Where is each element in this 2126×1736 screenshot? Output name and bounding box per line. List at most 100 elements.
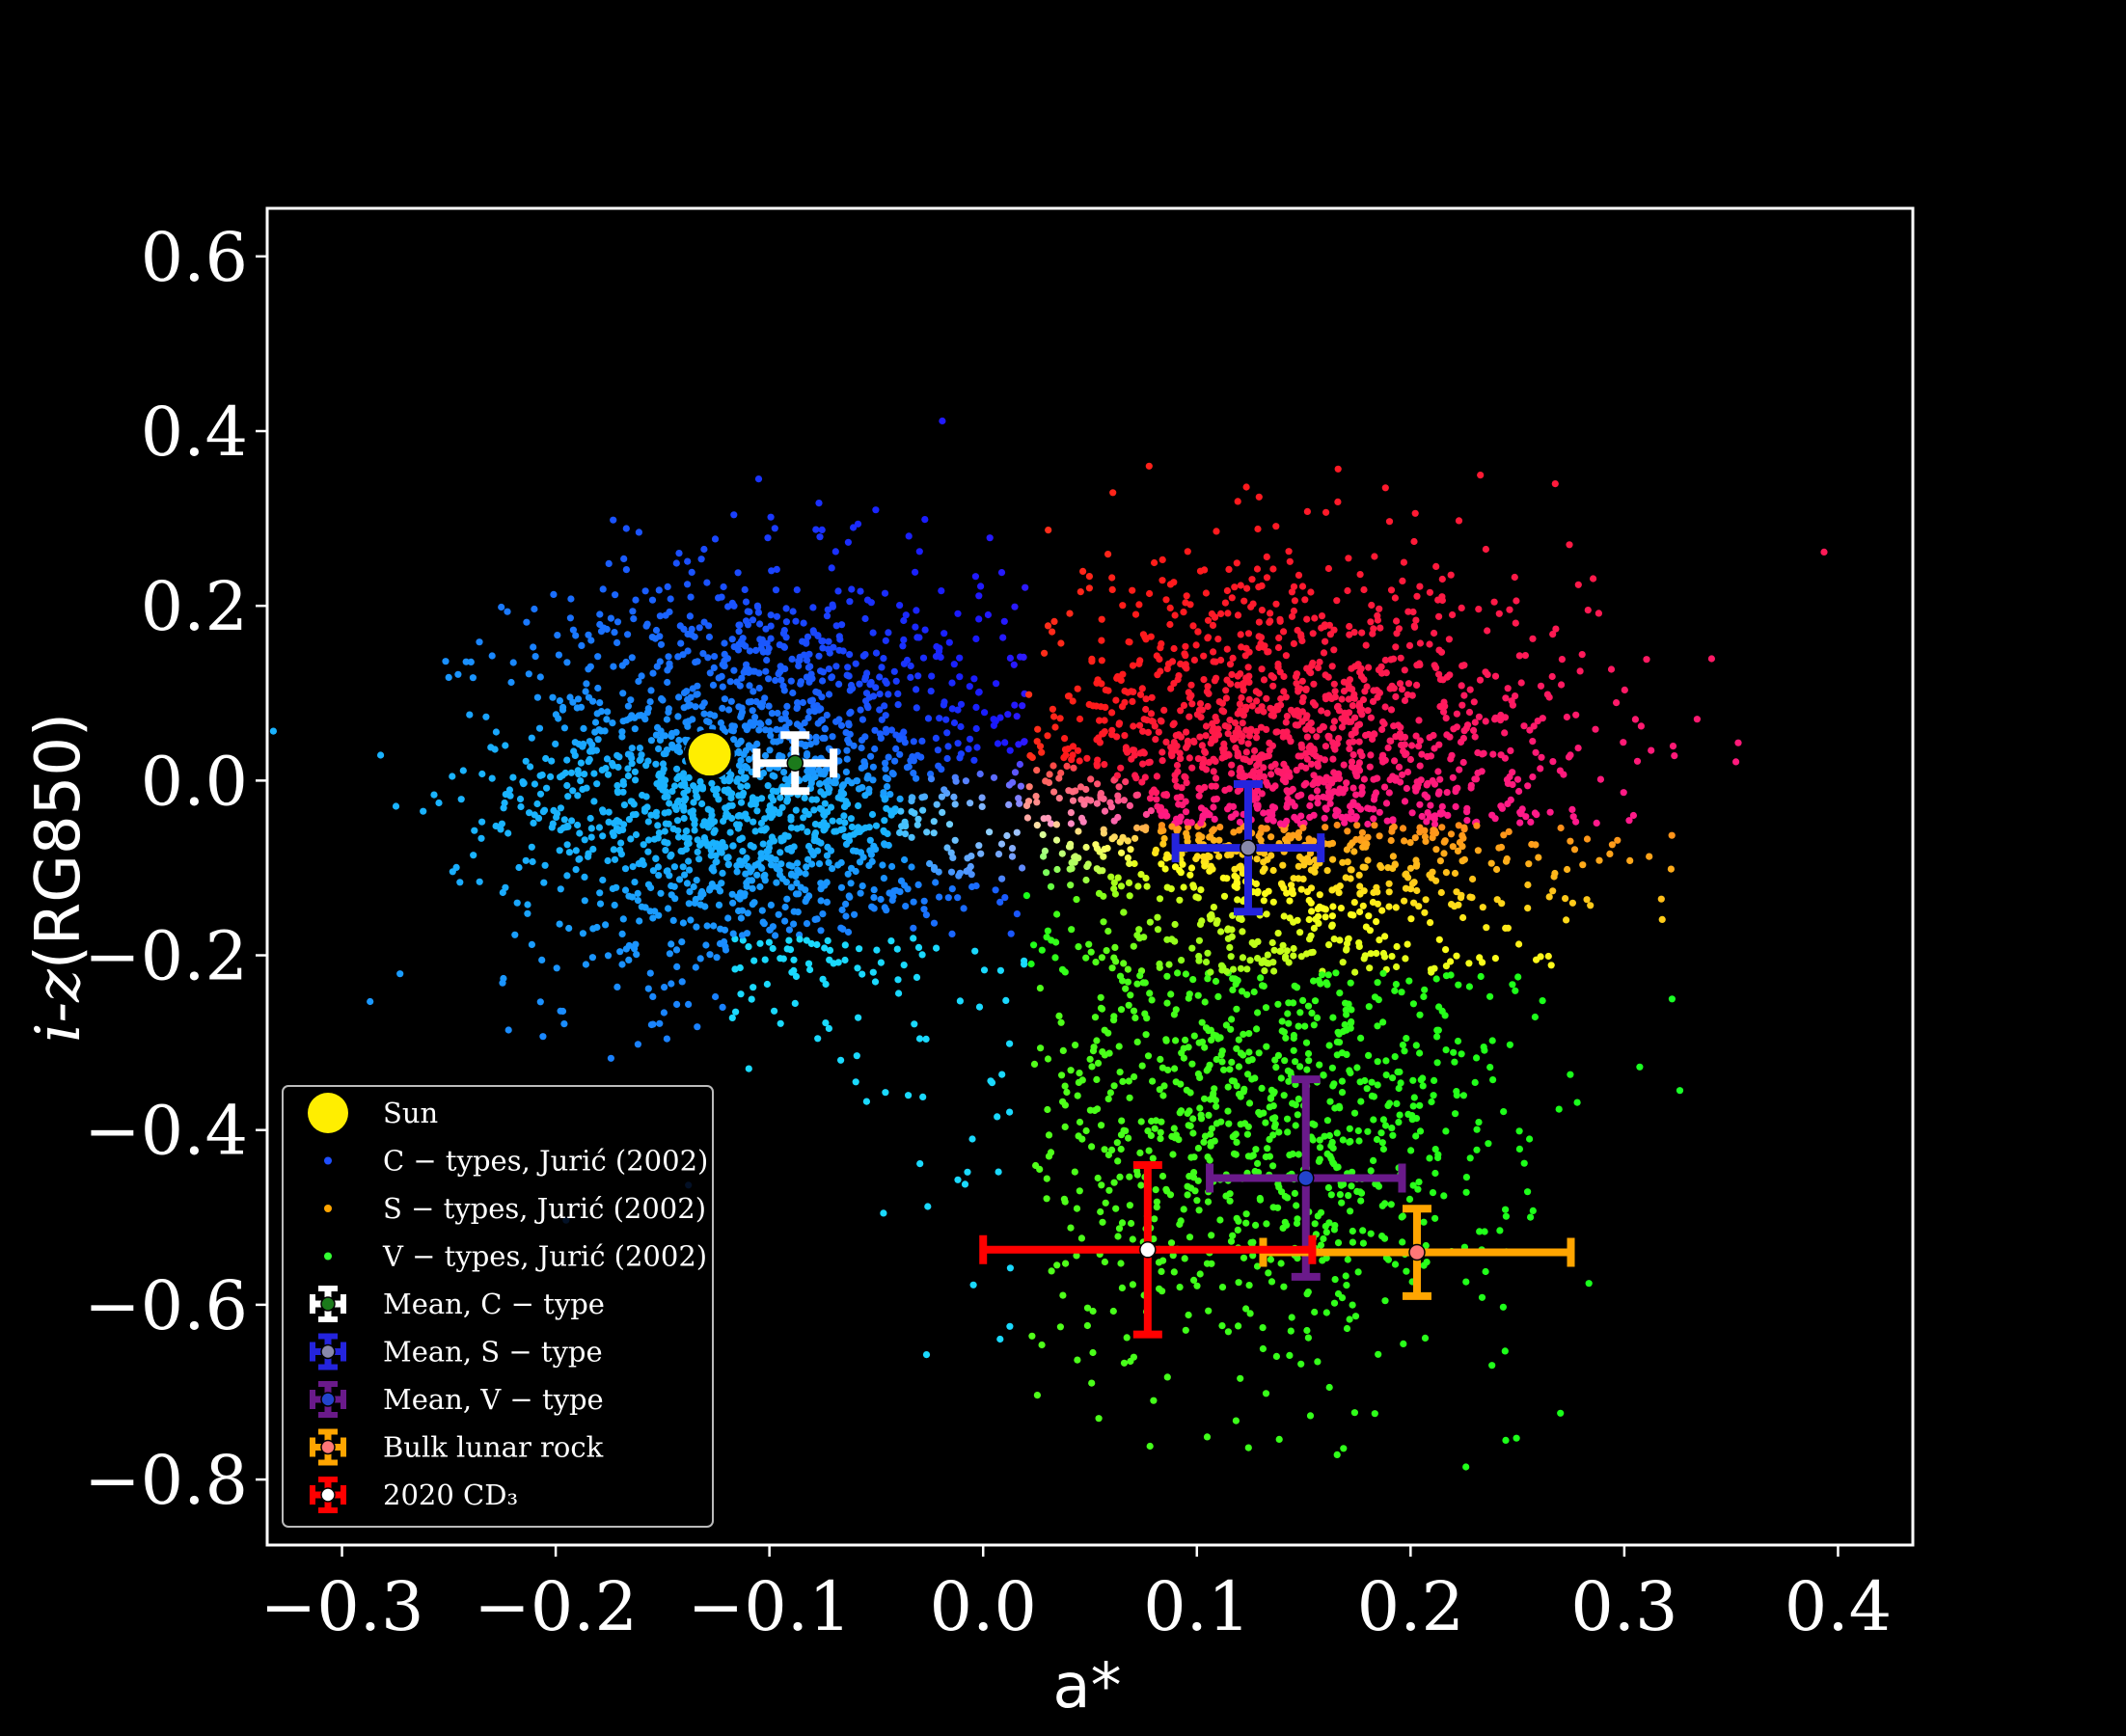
scatter-point (695, 855, 703, 863)
scatter-point (1657, 895, 1665, 903)
scatter-point (710, 786, 718, 794)
scatter-point (1129, 1281, 1136, 1288)
scatter-point (708, 865, 716, 873)
scatter-point (1154, 913, 1161, 921)
scatter-point (912, 623, 919, 631)
scatter-point (933, 944, 940, 952)
scatter-point (1332, 806, 1340, 814)
scatter-point (823, 612, 831, 620)
scatter-point (1330, 646, 1338, 654)
scatter-point (1288, 1314, 1295, 1321)
scatter-point (1244, 1444, 1252, 1451)
scatter-point (1165, 854, 1173, 861)
scatter-point (1253, 1025, 1261, 1033)
scatter-point (790, 956, 798, 963)
scatter-point (965, 746, 972, 753)
scatter-point (1093, 762, 1101, 770)
scatter-point (1110, 1082, 1118, 1090)
scatter-point (1118, 1219, 1127, 1227)
scatter-point (1126, 859, 1133, 868)
scatter-point (733, 868, 741, 876)
scatter-point (1303, 888, 1311, 896)
scatter-point (845, 672, 853, 680)
scatter-point (735, 640, 743, 648)
scatter-point (654, 822, 662, 829)
scatter-point (596, 889, 604, 897)
scatter-point (1130, 1007, 1138, 1015)
scatter-point (765, 702, 773, 710)
scatter-point (569, 787, 577, 795)
scatter-point (1280, 884, 1288, 892)
scatter-point (1389, 1131, 1397, 1139)
scatter-point (754, 609, 763, 616)
scatter-point (996, 1335, 1004, 1343)
scatter-point (638, 672, 645, 680)
scatter-point (1239, 954, 1246, 962)
scatter-point (688, 568, 695, 577)
scatter-point (1202, 722, 1211, 730)
scatter-point (1440, 850, 1448, 857)
scatter-point (707, 852, 715, 859)
scatter-point (1180, 883, 1187, 891)
scatter-point (832, 827, 840, 835)
scatter-point (860, 758, 868, 766)
scatter-point (910, 756, 917, 764)
scatter-point (1107, 873, 1115, 881)
scatter-point (942, 716, 950, 723)
scatter-point (659, 732, 667, 740)
scatter-point (531, 811, 538, 819)
scatter-point (1186, 694, 1194, 702)
scatter-point (1416, 800, 1424, 808)
scatter-point (1346, 676, 1353, 684)
scatter-point (1235, 1063, 1242, 1071)
scatter-point (564, 793, 572, 800)
scatter-point (1108, 574, 1116, 582)
scatter-point (1208, 1125, 1215, 1132)
scatter-point (627, 696, 635, 704)
scatter-point (765, 807, 773, 815)
scatter-point (685, 857, 693, 865)
scatter-point (699, 650, 707, 658)
scatter-point (1302, 764, 1310, 772)
scatter-point (1440, 698, 1448, 706)
scatter-point (922, 911, 931, 919)
scatter-point (1307, 899, 1315, 907)
scatter-point (587, 637, 595, 644)
scatter-point (517, 802, 525, 811)
scatter-point (1324, 971, 1332, 979)
scatter-point (1413, 778, 1421, 786)
scatter-point (746, 755, 753, 764)
scatter-point (1401, 733, 1409, 742)
scatter-series-3 (862, 751, 1684, 1471)
scatter-point (619, 690, 627, 697)
scatter-point (819, 975, 827, 983)
scatter-point (1359, 1239, 1367, 1247)
scatter-point (540, 806, 549, 814)
scatter-point (1374, 979, 1381, 987)
scatter-point (1204, 702, 1212, 711)
scatter-point (1325, 840, 1333, 848)
scatter-point (1196, 733, 1204, 741)
scatter-point (1148, 718, 1156, 725)
scatter-point (1195, 936, 1203, 944)
scatter-point (956, 673, 964, 681)
scatter-point (751, 714, 759, 721)
scatter-point (1459, 834, 1467, 842)
scatter-point (640, 713, 647, 720)
scatter-point (776, 809, 783, 818)
scatter-point (1495, 610, 1503, 617)
scatter-point (664, 678, 671, 687)
scatter-point (1482, 668, 1489, 676)
scatter-point (1202, 732, 1210, 740)
scatter-point (1252, 1221, 1260, 1229)
scatter-point (745, 1065, 752, 1072)
scatter-point (848, 823, 857, 831)
scatter-point (746, 647, 754, 655)
scatter-point (1185, 1122, 1192, 1129)
scatter-point (1374, 1081, 1381, 1089)
scatter-point (824, 645, 832, 653)
scatter-point (837, 721, 846, 729)
scatter-point (1297, 885, 1305, 893)
scatter-point (882, 765, 889, 773)
scatter-point (1242, 1210, 1250, 1218)
